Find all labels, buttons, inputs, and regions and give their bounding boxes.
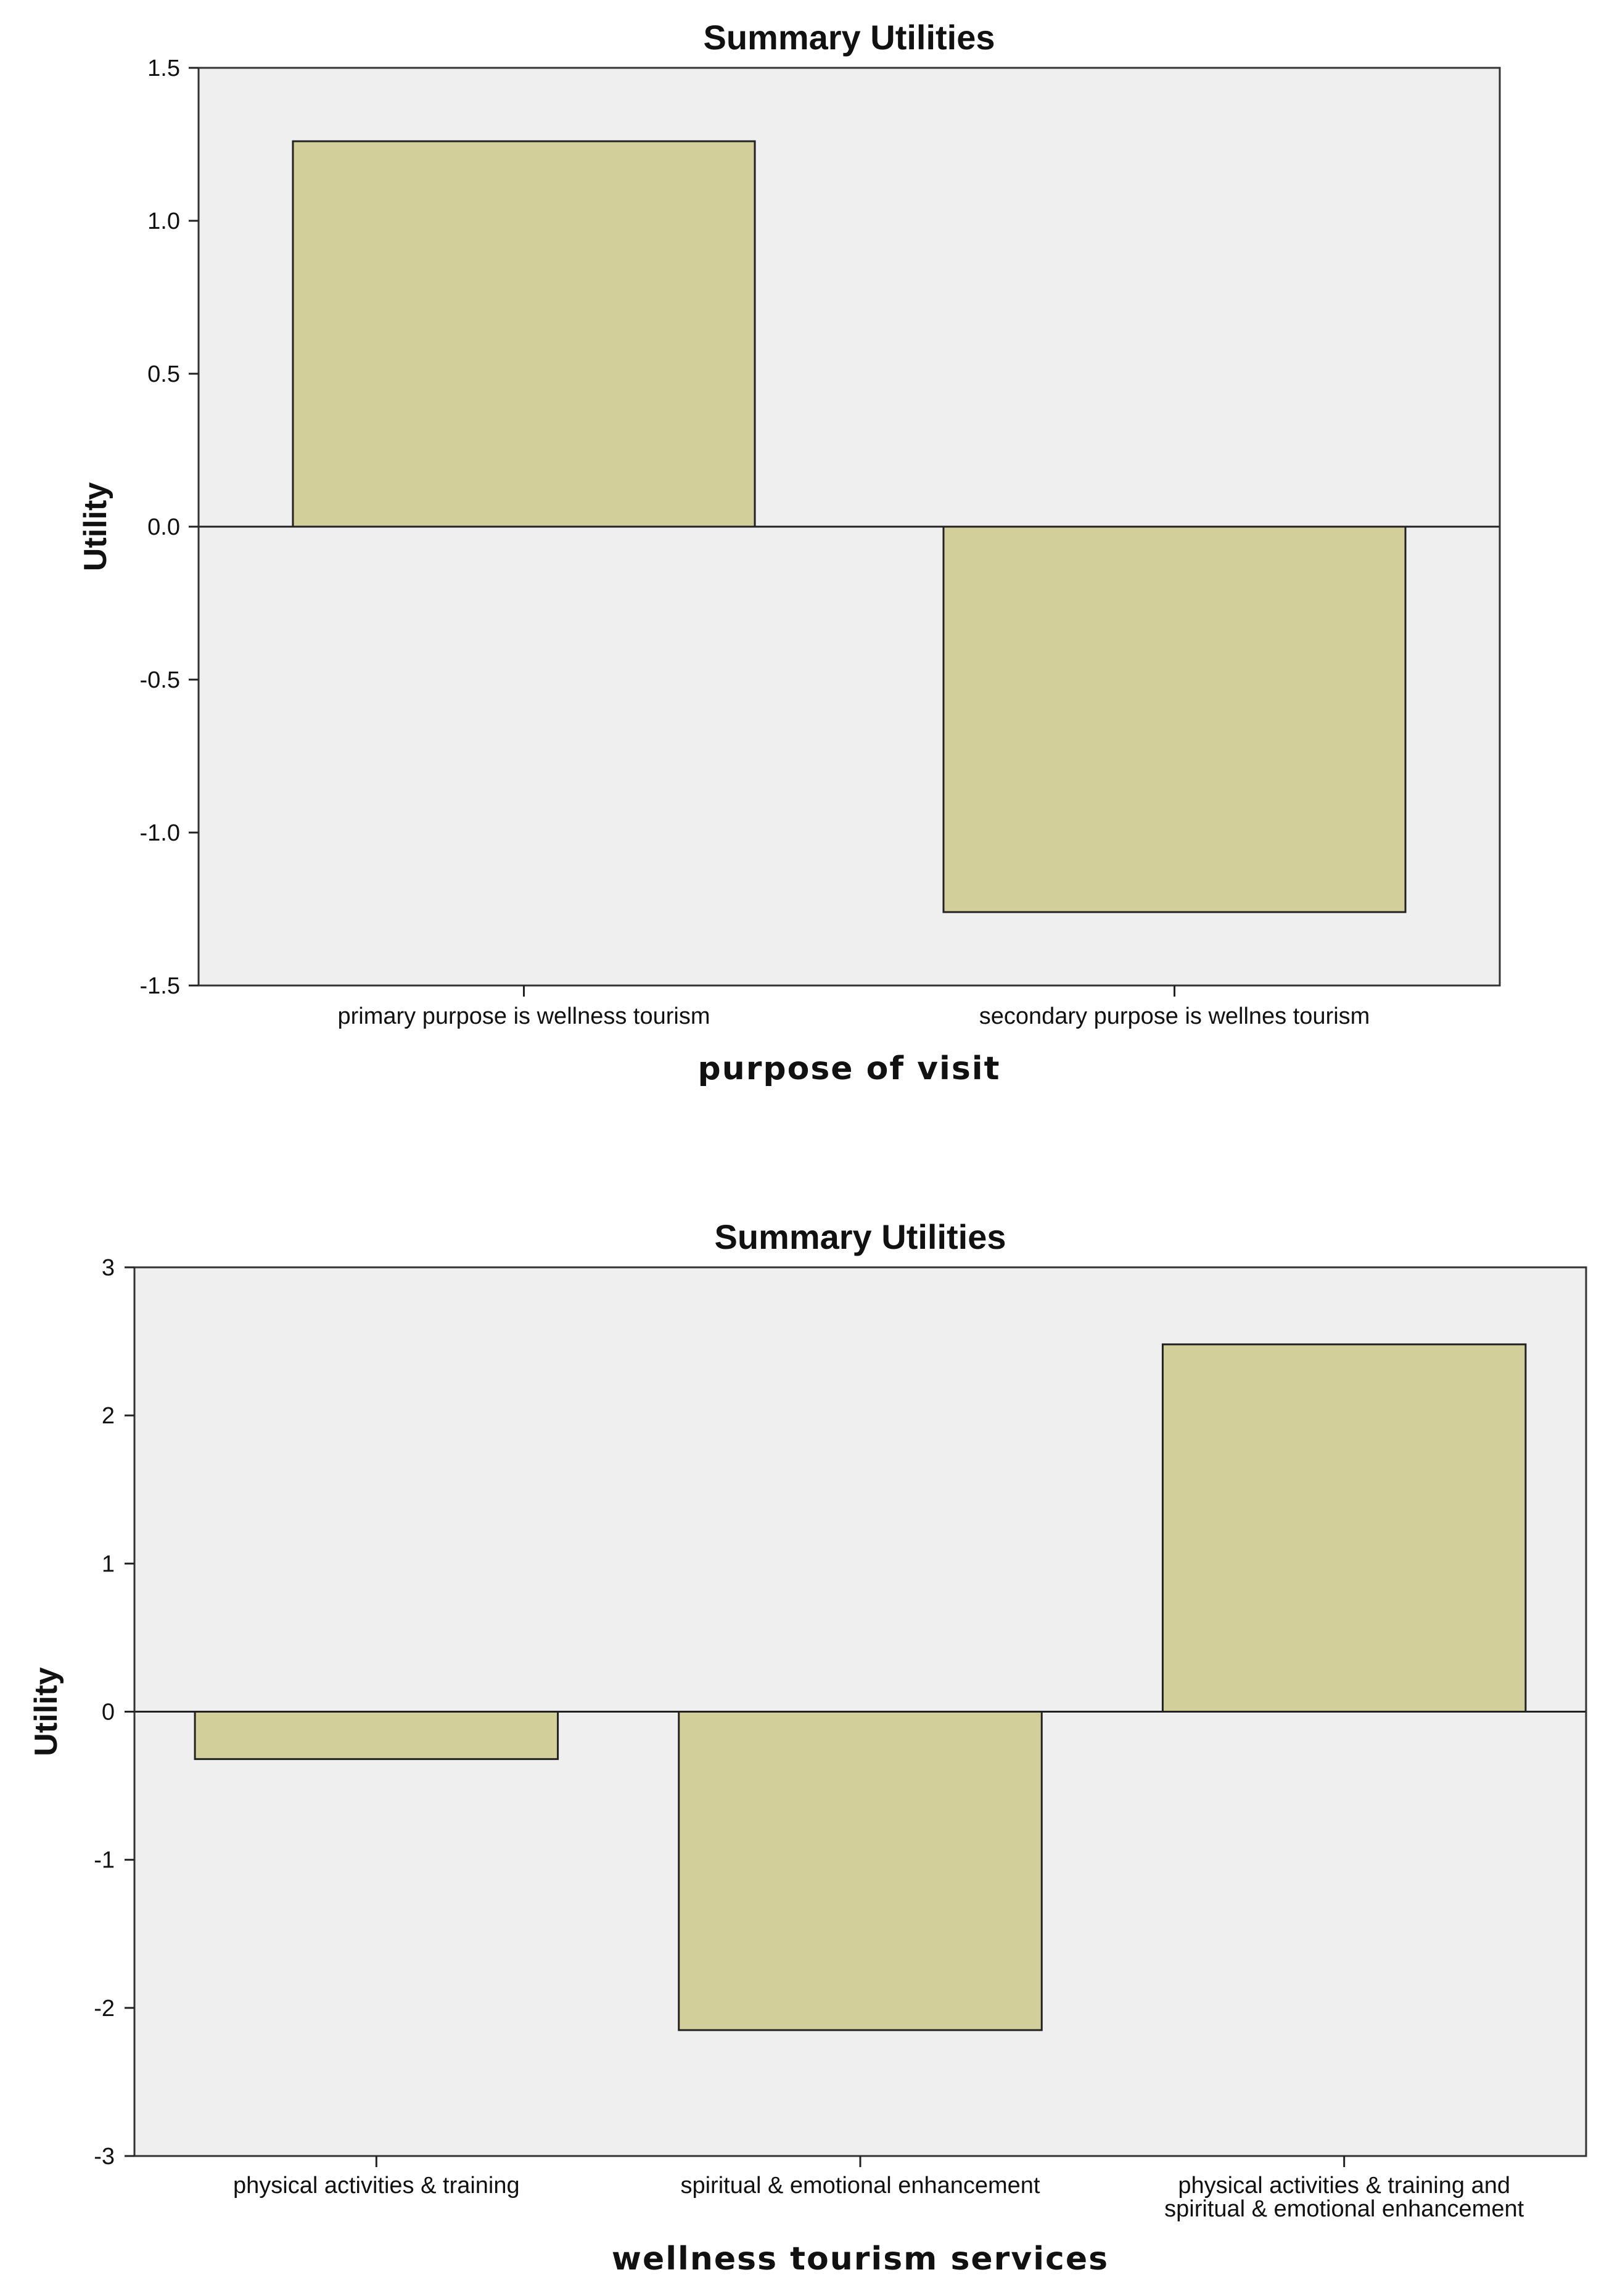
bar <box>942 525 1407 913</box>
y-tick-label: 0 <box>102 1700 115 1726</box>
chart-2: Summary Utilities 3 2 1 0 -1 -2 -3 physical acti… <box>28 1217 1587 2277</box>
y-tick-label: -1 <box>94 1848 115 1874</box>
bar <box>678 1711 1043 2031</box>
y-tick-label: 0.0 <box>147 514 180 540</box>
y-tick-label: -3 <box>94 2144 115 2170</box>
y-tick-label: -1.5 <box>140 973 180 999</box>
y-tick-label: 0.5 <box>147 361 180 387</box>
bar <box>1161 1343 1527 1713</box>
x-tick-label: spiritual & emotional enhancement <box>1164 2196 1524 2222</box>
y-tick-label: -2 <box>94 1996 115 2022</box>
y-tick-label: 1 <box>102 1551 115 1577</box>
x-axis-label: wellness tourism services <box>612 2240 1109 2277</box>
y-tick-label: 3 <box>102 1255 115 1281</box>
y-tick-label: 1.0 <box>147 208 180 234</box>
chart-title: Summary Utilities <box>714 1217 1006 1256</box>
x-tick-label: physical activities & training and <box>1178 2173 1510 2199</box>
x-tick-label: spiritual & emotional enhancement <box>680 2173 1040 2199</box>
y-tick-label: -1.0 <box>140 820 180 846</box>
chart-1: Summary Utilities 1.5 1.0 0.5 0.0 -0.5 -1.0 -1.… <box>78 18 1501 1087</box>
x-tick-label: secondary purpose is wellnes tourism <box>979 1003 1370 1029</box>
y-axis-label: Utility <box>28 1667 64 1756</box>
bar <box>194 1711 559 1760</box>
bar <box>292 140 756 528</box>
y-tick-label: 2 <box>102 1403 115 1429</box>
x-tick-label: primary purpose is wellness tourism <box>338 1003 710 1029</box>
x-axis-label: purpose of visit <box>698 1050 1001 1087</box>
y-tick-label: -0.5 <box>140 667 180 693</box>
y-axis-label: Utility <box>78 482 113 572</box>
y-tick-label: 1.5 <box>147 56 180 81</box>
chart-title: Summary Utilities <box>703 18 995 57</box>
x-tick-label: physical activities & training <box>233 2173 520 2199</box>
